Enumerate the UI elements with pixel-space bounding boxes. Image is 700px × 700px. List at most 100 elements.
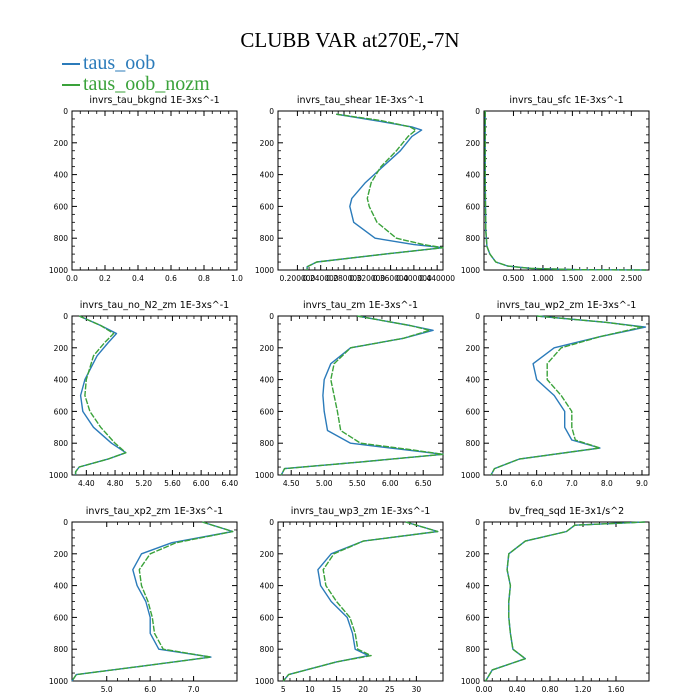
y-tick-label: 0 — [63, 312, 68, 321]
y-tick-label: 600 — [54, 202, 69, 211]
chart-panel: invrs_tau_bkgnd 1E-3xs^-1 0 200 400 600 800 10… — [49, 95, 243, 283]
x-tick-label: 0.6 — [165, 274, 177, 283]
y-tick-label: 1000 — [461, 677, 480, 686]
y-tick-label: 200 — [54, 550, 69, 559]
y-tick-label: 800 — [466, 439, 481, 448]
y-tick-label: 600 — [466, 202, 481, 211]
series-line-taus-oob — [280, 315, 444, 476]
y-tick-label: 200 — [466, 139, 481, 148]
x-tick-label: 6.00 — [382, 479, 399, 488]
y-tick-label: 600 — [260, 613, 275, 622]
panel-title: invrs_tau_wp3_zm 1E-3xs^-1 — [291, 506, 431, 517]
panel-title: invrs_tau_no_N2_zm 1E-3xs^-1 — [80, 300, 229, 311]
y-tick-label: 600 — [260, 407, 275, 416]
y-tick-label: 400 — [54, 376, 69, 385]
series-line-taus-oob-nozm — [485, 521, 645, 682]
y-tick-label: 400 — [466, 582, 481, 591]
panel-title: invrs_tau_shear 1E-3xs^-1 — [297, 95, 424, 106]
y-tick-label: 200 — [260, 550, 275, 559]
x-tick-label: 5.00 — [316, 479, 333, 488]
series-line-taus-oob-nozm — [484, 111, 647, 271]
y-tick-label: 400 — [260, 376, 275, 385]
y-tick-label: 600 — [54, 407, 69, 416]
y-tick-label: 600 — [54, 613, 69, 622]
x-tick-label: 15 — [332, 685, 342, 694]
x-tick-label: 0.40 — [509, 685, 526, 694]
y-tick-label: 200 — [466, 344, 481, 353]
chart-panel: invrs_tau_zm 1E-3xs^-1 0 200 400 600 800 1000 4… — [255, 300, 444, 488]
plot-frame — [71, 521, 238, 682]
y-tick-label: 400 — [54, 171, 69, 180]
y-tick-label: 400 — [466, 171, 481, 180]
panel-title: invrs_tau_bkgnd 1E-3xs^-1 — [89, 95, 219, 106]
x-tick-label: 25 — [385, 685, 395, 694]
plot-frame — [483, 315, 650, 476]
y-tick-label: 400 — [54, 582, 69, 591]
x-tick-label: 5 — [281, 685, 286, 694]
plot-frame — [71, 315, 238, 476]
x-tick-label: 30 — [412, 685, 422, 694]
x-tick-label: 20 — [358, 685, 368, 694]
x-tick-label: 5.50 — [349, 479, 366, 488]
y-tick-label: 200 — [260, 139, 275, 148]
series-line-taus-oob-nozm — [74, 315, 127, 475]
y-tick-label: 1000 — [461, 266, 480, 275]
x-tick-label: 0.200000 — [280, 274, 316, 283]
x-tick-label: 4.40 — [78, 479, 95, 488]
series-line-taus-oob — [306, 113, 444, 270]
y-tick-label: 400 — [260, 171, 275, 180]
y-tick-label: 1000 — [49, 266, 68, 275]
y-tick-label: 1000 — [255, 471, 274, 480]
x-tick-label: 1.60 — [608, 685, 625, 694]
chart-panel: invrs_tau_xp2_zm 1E-3xs^-1 0 200 400 600 800 1… — [49, 506, 238, 694]
x-tick-label: 0.2 — [99, 274, 111, 283]
panel-title: invrs_tau_zm 1E-3xs^-1 — [303, 300, 418, 311]
y-tick-label: 200 — [54, 344, 69, 353]
x-tick-label: 0.500 — [503, 274, 525, 283]
x-tick-label: 7.0 — [566, 479, 578, 488]
y-tick-label: 400 — [260, 582, 275, 591]
y-tick-label: 0 — [269, 107, 274, 116]
chart-panel: invrs_tau_shear 1E-3xs^-1 0 200 400 600 800 10… — [255, 95, 455, 283]
series-line-taus-oob — [484, 111, 647, 271]
series-line-taus-oob-nozm — [71, 521, 234, 682]
x-tick-label: 7.0 — [188, 685, 200, 694]
legend-label: taus_oob — [83, 52, 156, 74]
y-tick-label: 800 — [260, 439, 275, 448]
y-tick-label: 200 — [260, 344, 275, 353]
series-line-taus-oob-nozm — [306, 113, 444, 270]
y-tick-label: 600 — [466, 407, 481, 416]
y-tick-label: 800 — [54, 645, 69, 654]
y-tick-label: 800 — [260, 234, 275, 243]
series-line-taus-oob-nozm — [280, 315, 444, 476]
y-tick-label: 200 — [466, 550, 481, 559]
x-tick-label: 0.4 — [132, 274, 144, 283]
x-tick-label: 9.0 — [636, 479, 648, 488]
y-tick-label: 0 — [63, 518, 68, 527]
x-tick-label: 1.0 — [231, 274, 243, 283]
x-tick-label: 6.0 — [144, 685, 156, 694]
x-tick-label: 5.20 — [135, 479, 152, 488]
x-tick-label: 2.000 — [591, 274, 613, 283]
chart-panel: invrs_tau_sfc 1E-3xs^-1 0 200 400 600 800 1000… — [461, 95, 650, 283]
y-tick-label: 200 — [54, 139, 69, 148]
x-tick-label: 5.60 — [164, 479, 181, 488]
y-tick-label: 800 — [54, 234, 69, 243]
legend-entry-taus-oob: taus_oob — [62, 52, 155, 75]
legend-swatch-icon — [62, 84, 80, 87]
panel-title: invrs_tau_sfc 1E-3xs^-1 — [509, 95, 623, 106]
plot-frame — [71, 110, 238, 271]
panel-title: invrs_tau_xp2_zm 1E-3xs^-1 — [86, 506, 223, 517]
y-tick-label: 800 — [466, 645, 481, 654]
chart-panel: invrs_tau_no_N2_zm 1E-3xs^-1 0 200 400 600 80… — [49, 300, 238, 488]
x-tick-label: 5.0 — [101, 685, 113, 694]
x-tick-label: 1.20 — [575, 685, 592, 694]
y-tick-label: 600 — [466, 613, 481, 622]
y-tick-label: 1000 — [255, 266, 274, 275]
plot-frame — [277, 110, 444, 271]
x-tick-label: 6.00 — [193, 479, 210, 488]
x-tick-label: 1.000 — [532, 274, 554, 283]
x-tick-label: 0.360000 — [373, 274, 409, 283]
y-tick-label: 1000 — [49, 677, 68, 686]
